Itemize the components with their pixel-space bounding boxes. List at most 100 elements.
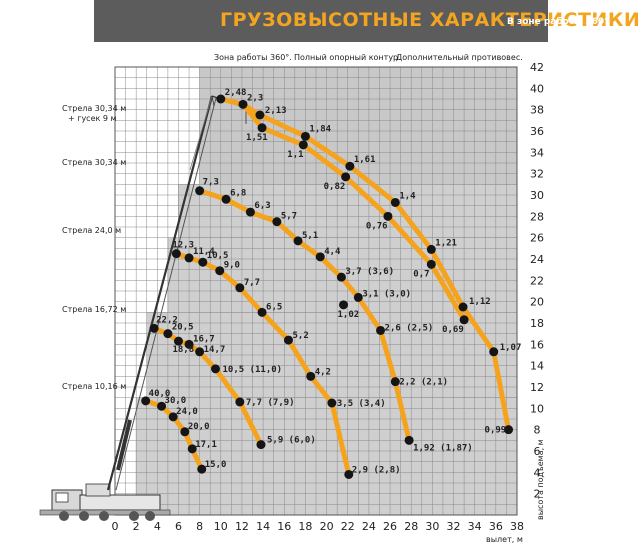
y-tick-label: 28 xyxy=(530,210,544,223)
load-label: 5,9 (6,0) xyxy=(267,436,316,446)
load-point xyxy=(306,371,316,381)
chart-note: Полный опорный контур. xyxy=(294,53,401,62)
title-banner: ГРУЗОВЫСОТНЫЕ ХАРАКТЕРИСТИКИ В зоне рабо… xyxy=(94,0,640,42)
load-label: 3,5 (3,4) xyxy=(337,399,386,409)
load-label: 0,7 xyxy=(413,269,429,279)
load-point xyxy=(184,339,194,349)
load-label: 4,2 xyxy=(315,367,331,377)
load-label: 0,82 xyxy=(324,182,346,192)
load-label: 5,1 xyxy=(302,231,318,241)
load-point xyxy=(404,435,414,445)
load-point xyxy=(163,329,173,339)
load-label: 40,0 xyxy=(149,389,171,399)
load-label: 1,61 xyxy=(354,155,376,165)
x-tick-label: 34 xyxy=(468,520,482,533)
load-label: 14,7 xyxy=(204,345,226,355)
x-tick-label: 2 xyxy=(133,520,140,533)
boom-label: Стрела 30,34 м + гусек 9 м xyxy=(62,104,126,123)
load-point xyxy=(339,300,349,310)
load-label: 0,76 xyxy=(366,221,388,231)
y-tick-label: 4 xyxy=(534,466,541,479)
x-tick-label: 0 xyxy=(112,520,119,533)
load-label: 1,12 xyxy=(469,297,491,307)
chart-notes: Зона работы 360°. Полный опорный контур.Д… xyxy=(214,53,523,62)
y-tick-label: 22 xyxy=(530,274,544,287)
load-point xyxy=(327,398,337,408)
load-point xyxy=(141,396,151,406)
load-label: 5,7 xyxy=(281,212,297,222)
x-tick-label: 30 xyxy=(425,520,439,533)
load-point xyxy=(198,257,208,267)
load-label: 2,3 xyxy=(247,93,263,103)
boom-label: Стрела 30,34 м xyxy=(62,158,126,167)
load-point xyxy=(341,172,351,182)
x-tick-label: 16 xyxy=(277,520,291,533)
load-point xyxy=(300,131,310,141)
y-tick-label: 38 xyxy=(530,104,544,117)
load-label: 3,1 (3,0) xyxy=(362,289,411,299)
x-tick-label: 24 xyxy=(362,520,376,533)
load-label: 22,2 xyxy=(156,315,178,325)
load-label: 12,3 xyxy=(172,241,194,251)
chart-title: ГРУЗОВЫСОТНЫЕ ХАРАКТЕРИСТИКИ xyxy=(220,9,640,31)
y-tick-label: 2 xyxy=(534,488,541,501)
load-point xyxy=(195,186,205,196)
load-point xyxy=(293,236,303,246)
load-label: 15,0 xyxy=(205,460,227,470)
load-label: 1,4 xyxy=(399,191,416,201)
load-label: 1,51 xyxy=(246,133,268,143)
load-labels: 40,030,024,0 20,0 17,1 15,0 22,220,5 18,816,7… xyxy=(149,88,522,475)
load-point xyxy=(184,253,194,263)
load-label: 16,7 xyxy=(193,334,215,344)
load-point xyxy=(298,140,308,150)
load-label: 9,0 xyxy=(224,261,240,271)
y-tick-label: 42 xyxy=(530,61,544,74)
load-point xyxy=(504,425,514,435)
load-point xyxy=(376,325,386,335)
load-label: 2,2 (2,1) xyxy=(399,378,448,388)
boom-label-line: Стрела 30,34 м xyxy=(62,104,126,113)
load-point xyxy=(390,377,400,387)
load-point xyxy=(390,197,400,207)
load-label: 4,4 xyxy=(324,247,341,257)
load-label: 0,69 xyxy=(442,325,464,335)
y-tick-label: 26 xyxy=(530,232,544,245)
load-label: 17,1 xyxy=(195,440,217,450)
chart-note: Дополнительный противовес. xyxy=(396,53,523,62)
load-label: 20,0 xyxy=(188,422,210,432)
load-point xyxy=(383,211,393,221)
boom-label: Стрела 24,0 м xyxy=(62,226,121,235)
load-point xyxy=(216,94,226,104)
load-point xyxy=(197,464,207,474)
load-label: 1,21 xyxy=(435,238,457,248)
chart-note: Зона работы 360°. xyxy=(214,53,292,62)
x-tick-label: 38 xyxy=(510,520,524,533)
load-point xyxy=(272,217,282,227)
load-point xyxy=(235,397,245,407)
x-tick-label: 14 xyxy=(256,520,270,533)
boom-label-line: + гусек 9 м xyxy=(68,114,117,123)
load-point xyxy=(426,259,436,269)
load-point xyxy=(180,427,190,437)
load-points xyxy=(141,94,514,479)
y-tick-label: 34 xyxy=(530,146,544,159)
load-label: 1,02 xyxy=(338,310,360,320)
load-curve xyxy=(218,96,511,433)
load-label: 6,3 xyxy=(254,201,270,211)
load-label: 1,1 xyxy=(287,150,303,160)
load-label: 7,7 xyxy=(244,278,260,288)
plot-border xyxy=(114,66,518,516)
chart-subtitle: В зоне работы 360° xyxy=(507,17,609,27)
x-tick-label: 22 xyxy=(341,520,355,533)
load-label: 10,5 xyxy=(207,251,229,261)
load-label: 1,07 xyxy=(500,343,522,353)
y-tick-label: 12 xyxy=(530,381,544,394)
load-label: 7,7 (7,9) xyxy=(246,398,295,408)
load-point xyxy=(187,444,197,454)
load-point xyxy=(353,292,363,302)
load-point xyxy=(221,194,231,204)
load-point xyxy=(459,315,469,325)
load-point xyxy=(315,252,325,262)
y-tick-label: 8 xyxy=(534,424,541,437)
